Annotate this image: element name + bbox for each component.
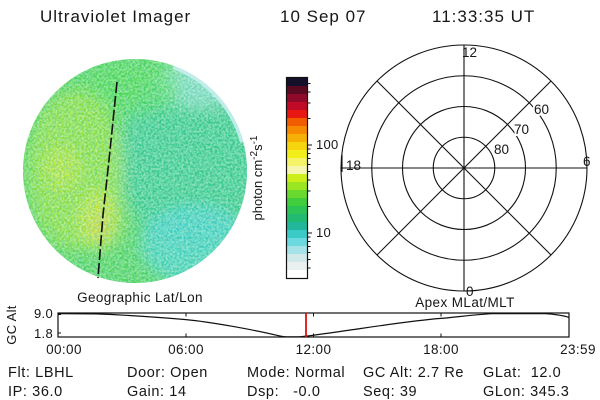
page-title: Ultraviolet Imager — [40, 7, 191, 26]
disk-caption: Geographic Lat/Lon — [77, 290, 203, 305]
time-label: 11:33:35 UT — [432, 7, 535, 26]
colorbar-band — [287, 174, 307, 182]
colorbar-band — [287, 150, 307, 158]
colorbar-band — [287, 102, 307, 110]
colorbar-band — [287, 126, 307, 134]
colorbar-band — [287, 190, 307, 198]
colorbar-band — [287, 166, 307, 174]
disk-limb-fringe — [172, 65, 244, 143]
status-field-gain: Gain: 14 — [127, 384, 187, 400]
status-field-dsp: Dsp: -0.0 — [247, 384, 321, 400]
status-field-door: Door: Open — [127, 365, 208, 381]
colorbar-tick-100: 100 — [316, 137, 339, 152]
colorbar-band — [287, 262, 307, 270]
polar-mlt-18: 18 — [346, 158, 361, 173]
polar-mlat-70: 70 — [514, 122, 529, 137]
colorbar-band — [287, 206, 307, 214]
uv-earth-disk-image — [23, 59, 247, 283]
colorbar-band — [287, 246, 307, 254]
x-tick-0000: 00:00 — [46, 342, 82, 357]
polar-grid — [340, 44, 588, 292]
polar-mlat-80: 80 — [494, 142, 509, 157]
colorbar-band — [287, 94, 307, 102]
date-label: 10 Sep 07 — [280, 7, 367, 26]
colorbar-band — [287, 86, 307, 94]
colorbar-band — [287, 214, 307, 222]
timeline-frame — [57, 312, 570, 338]
polar-mlat-60: 60 — [534, 102, 549, 117]
status-field-flt: Flt: LBHL — [8, 365, 74, 381]
colorbar-unit-label: photon cm-2s-1 — [249, 135, 265, 220]
colorbar-band — [287, 270, 307, 278]
polar-diagonals — [376, 80, 552, 256]
colorbar-frame — [285, 76, 309, 280]
colorbar-band — [287, 118, 307, 126]
disk-speckle-dark — [23, 59, 247, 283]
x-tick-1800: 18:00 — [423, 342, 459, 357]
y-tick-max: 9.0 — [34, 306, 53, 321]
status-field-mode: Mode: Normal — [247, 365, 345, 381]
colorbar-band — [287, 110, 307, 118]
polar-caption: Apex MLat/MLT — [415, 295, 514, 310]
colorbar-band — [287, 238, 307, 246]
colorbar-band — [287, 254, 307, 262]
polar-mlt-12: 12 — [462, 45, 477, 60]
status-field-ip: IP: 36.0 — [8, 384, 63, 400]
polar-mlt-0: 0 — [466, 284, 474, 299]
colorbar-band — [287, 78, 307, 86]
timeline-ticks — [58, 313, 442, 337]
colorbar-band — [287, 198, 307, 206]
colorbar-ticks — [307, 82, 312, 269]
colorbar-band — [287, 134, 307, 142]
x-tick-0600: 06:00 — [168, 342, 204, 357]
colorbar-band — [287, 230, 307, 238]
y-tick-min: 1.8 — [34, 326, 53, 341]
colorbar-tick-10: 10 — [316, 225, 331, 240]
status-bar: Flt: LBHL IP: 36.0 Door: Open Gain: 14 M… — [8, 365, 569, 400]
colorbar-band — [287, 142, 307, 150]
status-field-gcalt: GC Alt: 2.7 Re — [363, 365, 464, 381]
altitude-timeline — [57, 312, 570, 338]
status-field-glon: GLon: 345.3 — [483, 384, 569, 400]
status-field-seq: Seq: 39 — [363, 384, 417, 400]
y-axis-label: GC Alt — [4, 305, 19, 344]
x-tick-2359: 23:59 — [560, 342, 596, 357]
polar-mlt-6: 6 — [583, 154, 591, 169]
colorbar: 100 10 photon cm-2s-1 — [249, 76, 339, 280]
x-tick-1200: 12:00 — [296, 342, 332, 357]
altitude-curve — [57, 313, 570, 338]
meridian-line — [97, 81, 118, 279]
colorbar-band — [287, 222, 307, 230]
colorbar-band — [287, 158, 307, 166]
status-field-glat: GLat: 12.0 — [483, 365, 561, 381]
colorbar-band — [287, 182, 307, 190]
